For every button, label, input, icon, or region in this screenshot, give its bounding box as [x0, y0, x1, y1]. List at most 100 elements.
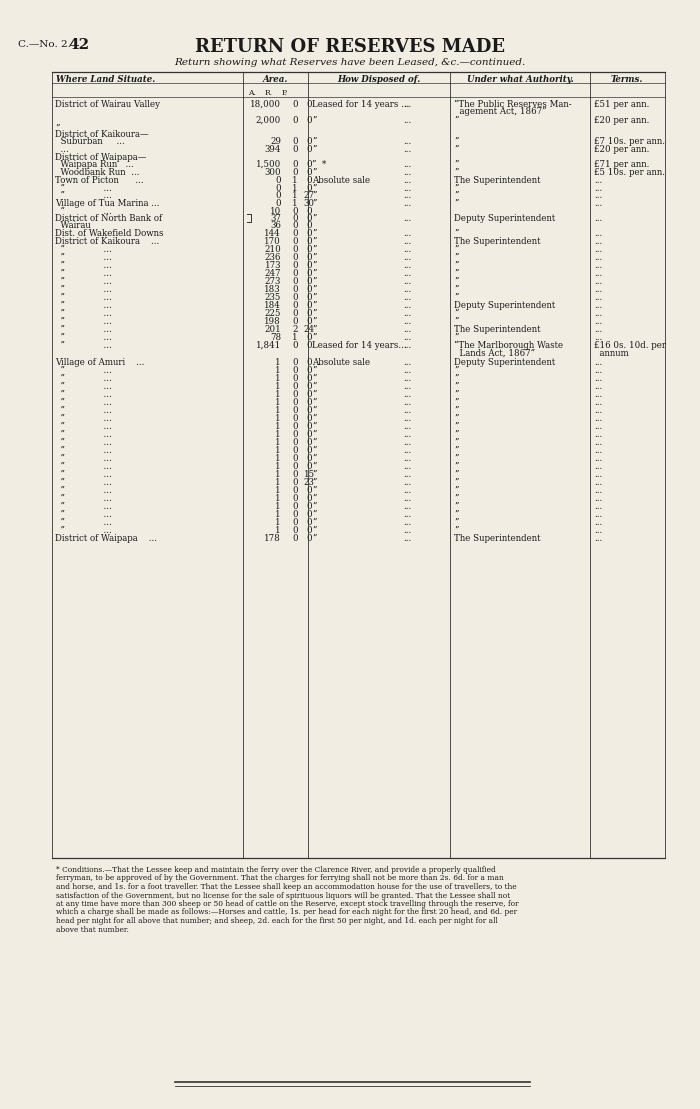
Text: ”: ”	[454, 381, 458, 391]
Text: 18,000: 18,000	[250, 100, 281, 109]
Text: The Superintendent: The Superintendent	[454, 237, 540, 246]
Text: 0: 0	[292, 301, 298, 311]
Text: ”              ...: ” ...	[55, 478, 112, 487]
Text: ...: ...	[594, 454, 602, 462]
Text: ”: ”	[312, 535, 316, 543]
Text: 0: 0	[292, 454, 298, 462]
Text: 0: 0	[292, 138, 298, 146]
Text: ”: ”	[454, 199, 458, 208]
Text: ”: ”	[312, 199, 316, 208]
Text: ”: ”	[312, 333, 316, 342]
Text: Where Land Situate.: Where Land Situate.	[56, 75, 155, 84]
Text: ...: ...	[403, 462, 412, 471]
Text: ...: ...	[403, 309, 412, 318]
Text: ...: ...	[55, 145, 69, 154]
Text: agement Act, 1867”: agement Act, 1867”	[454, 106, 547, 116]
Text: 1: 1	[275, 423, 281, 431]
Text: ”              ...: ” ...	[55, 285, 112, 294]
Text: 0: 0	[292, 414, 298, 423]
Text: ”              ...: ” ...	[55, 438, 112, 447]
Text: ”              ...: ” ...	[55, 423, 112, 431]
Text: ...: ...	[403, 398, 412, 407]
Text: ”              ...: ” ...	[55, 406, 112, 415]
Text: Return showing what Reserves have been Leased, &c.—continued.: Return showing what Reserves have been L…	[174, 58, 526, 67]
Text: which a charge shall be made as follows:—Horses and cattle, 1s. per head for eac: which a charge shall be made as follows:…	[56, 908, 517, 916]
Text: ”: ”	[312, 374, 316, 383]
Text: ...: ...	[594, 430, 602, 439]
Text: ...: ...	[403, 366, 412, 375]
Text: ”              ...: ” ...	[55, 510, 112, 519]
Text: Dist. of Wakefield Downs: Dist. of Wakefield Downs	[55, 228, 164, 238]
Text: 10: 10	[270, 207, 281, 216]
Text: Terms.: Terms.	[611, 75, 643, 84]
Text: 144: 144	[265, 228, 281, 238]
Text: R.: R.	[265, 89, 273, 96]
Text: ”: ”	[312, 423, 316, 431]
Text: District of Waipapa    ...: District of Waipapa ...	[55, 535, 157, 543]
Text: £7 10s. per ann.: £7 10s. per ann.	[594, 138, 665, 146]
Text: 0: 0	[292, 228, 298, 238]
Text: ...: ...	[594, 478, 602, 487]
Text: 1: 1	[275, 478, 281, 487]
Text: ...: ...	[594, 261, 602, 269]
Text: ”: ”	[312, 526, 316, 535]
Text: ”: ”	[312, 414, 316, 423]
Text: ”: ”	[454, 454, 458, 462]
Text: 0: 0	[292, 261, 298, 269]
Text: 0: 0	[306, 285, 312, 294]
Text: ”: ”	[454, 518, 458, 527]
Text: ”: ”	[312, 293, 316, 302]
Text: 0: 0	[306, 438, 312, 447]
Text: 0: 0	[292, 438, 298, 447]
Text: ”: ”	[312, 462, 316, 471]
Text: 201: 201	[265, 325, 281, 334]
Text: 1: 1	[275, 510, 281, 519]
Text: 0: 0	[306, 381, 312, 391]
Text: 0: 0	[275, 191, 281, 200]
Text: P.: P.	[282, 89, 288, 96]
Text: 0: 0	[306, 526, 312, 535]
Text: “The Public Reserves Man-: “The Public Reserves Man-	[454, 100, 572, 109]
Text: ...: ...	[403, 333, 412, 342]
Text: 0: 0	[306, 116, 312, 125]
Text: ”: ”	[312, 502, 316, 511]
Text: Village of Tua Marina ...: Village of Tua Marina ...	[55, 199, 160, 208]
Text: ...: ...	[594, 245, 602, 254]
Text: ”: ”	[454, 277, 458, 286]
Text: ”: ”	[454, 366, 458, 375]
Text: ”              ...: ” ...	[55, 301, 112, 311]
Text: ...: ...	[403, 261, 412, 269]
Text: ”: ”	[312, 285, 316, 294]
Text: 0: 0	[292, 366, 298, 375]
Text: ...: ...	[594, 277, 602, 286]
Text: 0: 0	[292, 423, 298, 431]
Text: Leased for 14 years...: Leased for 14 years...	[312, 340, 407, 350]
Text: ”: ”	[454, 390, 458, 399]
Text: ...: ...	[403, 414, 412, 423]
Text: ”: ”	[312, 245, 316, 254]
Text: ”              ...: ” ...	[55, 325, 112, 334]
Text: 2,000: 2,000	[256, 116, 281, 125]
Text: ”: ”	[454, 526, 458, 535]
Text: Woodbank Run  ...: Woodbank Run ...	[55, 167, 139, 177]
Text: 0: 0	[306, 309, 312, 318]
Text: ”: ”	[312, 518, 316, 527]
Text: ...: ...	[403, 502, 412, 511]
Text: 0: 0	[306, 366, 312, 375]
Text: 0: 0	[292, 145, 298, 154]
Text: 170: 170	[265, 237, 281, 246]
Text: ”: ”	[312, 486, 316, 495]
Text: 1: 1	[275, 526, 281, 535]
Text: 0: 0	[292, 100, 298, 109]
Text: ”              ...: ” ...	[55, 366, 112, 375]
Text: 1: 1	[275, 374, 281, 383]
Text: ”: ”	[454, 430, 458, 439]
Text: ”: ”	[312, 446, 316, 455]
Text: ...: ...	[403, 454, 412, 462]
Text: 37: 37	[270, 214, 281, 223]
Text: 0: 0	[306, 502, 312, 511]
Text: 0: 0	[292, 535, 298, 543]
Text: ”: ”	[312, 381, 316, 391]
Text: 0: 0	[292, 494, 298, 503]
Text: 1,841: 1,841	[256, 340, 281, 350]
